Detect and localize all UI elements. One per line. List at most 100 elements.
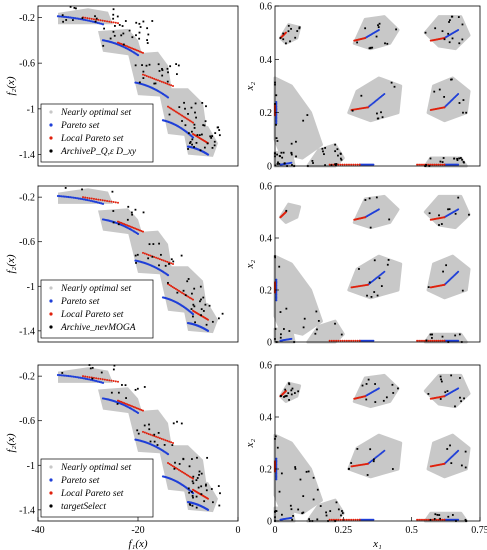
archive-point [203, 146, 206, 149]
pareto-point [65, 15, 68, 19]
local-pareto-point [168, 440, 171, 443]
archive-point [169, 65, 172, 68]
local-pareto-point [101, 199, 104, 202]
archive-point [94, 15, 96, 18]
local-pareto-point [90, 197, 93, 200]
pareto-point [67, 374, 70, 378]
archive-point [468, 213, 470, 216]
x-axis-label: f₁(x) [128, 538, 147, 550]
local-pareto-point [354, 163, 357, 166]
archive-point [376, 117, 379, 120]
local-pareto-point [443, 216, 446, 219]
archive-point [290, 151, 293, 154]
archive-point [334, 143, 337, 146]
archive-point [448, 208, 451, 211]
pareto-point [457, 387, 460, 390]
archive-point [339, 157, 342, 160]
local-pareto-point [153, 77, 156, 80]
pareto-point [275, 478, 278, 481]
legend-box [40, 279, 154, 339]
archive-point [194, 102, 197, 105]
archive-point [356, 448, 359, 450]
archive-point [388, 218, 391, 221]
archive-point [377, 26, 380, 29]
local-pareto-point [170, 285, 173, 288]
archive-point [294, 36, 297, 39]
local-pareto-point [441, 339, 444, 342]
local-pareto-point [168, 106, 171, 109]
archive-point [198, 473, 200, 476]
local-pareto-point [435, 339, 438, 342]
local-pareto-point [101, 19, 104, 22]
local-pareto-point [443, 395, 446, 398]
y-axis-label: x₂ [244, 259, 256, 269]
archive-point [449, 444, 451, 447]
archive-point [293, 392, 296, 394]
archive-point [329, 510, 332, 512]
pareto-point [98, 22, 101, 25]
y-tick-label: 0.4 [260, 413, 273, 424]
archive-point [312, 476, 315, 479]
archive-point [431, 333, 434, 336]
archive-point [373, 458, 375, 461]
archive-point [316, 488, 319, 491]
legend-marker [49, 123, 53, 127]
archive-point [193, 146, 195, 148]
archive-point [367, 378, 370, 381]
nearly-optimal-region [58, 188, 113, 204]
local-pareto-point [155, 256, 158, 259]
local-pareto-point [328, 518, 331, 521]
pareto-point [77, 17, 80, 20]
pareto-point [136, 411, 140, 415]
archive-point [458, 102, 461, 104]
archive-point [441, 161, 444, 163]
archive-point [392, 392, 395, 394]
archive-point [205, 483, 207, 486]
local-pareto-point [170, 441, 173, 444]
nearly-optimal-region [347, 76, 403, 123]
archive-point [378, 22, 381, 25]
axes-frame [274, 5, 481, 167]
local-pareto-point [188, 475, 191, 478]
local-pareto-point [185, 117, 188, 120]
archive-point [208, 304, 211, 307]
pareto-point [79, 17, 82, 21]
x-tick-label: 0 [236, 525, 241, 536]
local-pareto-point [143, 252, 146, 255]
archive-point [433, 518, 436, 520]
y-tick-label: 0 [267, 338, 272, 349]
archive-point [142, 20, 145, 23]
archive-point [209, 135, 212, 138]
local-pareto-point [427, 518, 430, 521]
local-pareto-point [97, 377, 100, 380]
archive-point [276, 446, 279, 449]
local-pareto-point [358, 339, 361, 342]
archive-point [277, 161, 279, 164]
archive-point [216, 126, 219, 129]
local-pareto-point [124, 44, 127, 47]
local-pareto-point [437, 518, 440, 521]
pareto-point [96, 21, 99, 24]
archive-point [138, 37, 141, 40]
pareto-point [275, 457, 278, 460]
pareto-point [372, 518, 375, 521]
archive-point [305, 470, 308, 473]
archive-point [218, 129, 221, 131]
legend: Nearly optimal set Pareto set Local Pareto… [40, 458, 154, 518]
local-pareto-point [99, 19, 102, 22]
archive-point [134, 254, 137, 257]
archive-point [462, 111, 464, 114]
local-pareto-point [425, 518, 428, 521]
archive-point [439, 160, 442, 163]
local-pareto-point [181, 470, 184, 473]
pareto-point [98, 201, 101, 204]
archive-point [217, 317, 220, 320]
local-pareto-point [443, 518, 446, 521]
archive-point [177, 64, 180, 67]
archive-point [196, 477, 199, 479]
archive-point [298, 26, 301, 29]
local-pareto-point [112, 380, 115, 383]
pareto-point [275, 119, 278, 122]
local-pareto-point [435, 518, 438, 521]
archive-point [341, 510, 343, 512]
